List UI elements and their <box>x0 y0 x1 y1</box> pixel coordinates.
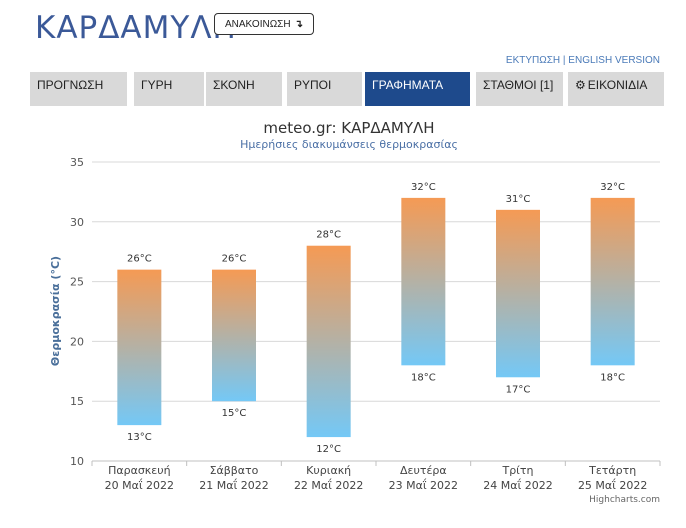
x-tick-day: Παρασκευή <box>108 464 171 477</box>
y-tick-label: 25 <box>70 276 84 289</box>
announcement-label: ΑΝΑΚΟΙΝΩΣΗ <box>225 19 291 30</box>
low-value-label: 18°C <box>411 372 436 383</box>
temperature-range-bar <box>212 269 256 402</box>
y-tick-label: 30 <box>70 216 84 229</box>
high-value-label: 31°C <box>506 194 531 205</box>
bar-series <box>117 197 635 438</box>
credits-label: Highcharts.com <box>589 495 660 505</box>
y-tick-label: 10 <box>70 455 84 468</box>
temperature-range-bar <box>590 197 635 366</box>
tab-icons[interactable]: ⚙ ΕΙΚΟΝΙΔΙΑ <box>568 72 664 106</box>
tab-pollen[interactable]: ΓΥΡΗ <box>134 72 204 106</box>
x-tick-day: Σάββατο <box>210 464 259 477</box>
x-tick-day: Τετάρτη <box>588 464 636 477</box>
tab-label: ΣΚΟΝΗ <box>213 78 255 92</box>
tab-pollutants[interactable]: ΡΥΠΟΙ <box>287 72 362 106</box>
tab-label: ΣΤΑΘΜΟΙ [1] <box>483 78 554 92</box>
page-title: ΚΑΡΔΑΜΥΛΗ <box>35 10 237 46</box>
x-tick-day: Δευτέρα <box>400 464 447 477</box>
print-link[interactable]: ΕΚΤΥΠΩΣΗ <box>505 55 561 66</box>
high-value-label: 32°C <box>600 182 625 193</box>
temperature-range-bar <box>401 197 446 366</box>
x-tick-date: 22 Μαΐ 2022 <box>294 478 363 492</box>
arrow-return-icon: ↴ <box>294 19 303 30</box>
chart-subtitle: Ημερήσιες διακυμάνσεις θερμοκρασίας <box>240 138 458 151</box>
announcement-button[interactable]: ΑΝΑΚΟΙΝΩΣΗ ↴ <box>214 13 314 35</box>
high-value-label: 26°C <box>127 254 152 265</box>
temperature-range-bar <box>306 245 351 438</box>
tab-label: ΓΥΡΗ <box>141 78 173 92</box>
temperature-range-bar <box>496 209 540 378</box>
grid-lines <box>92 161 660 462</box>
top-links: ΕΚΤΥΠΩΣΗ | ENGLISH VERSION <box>506 55 660 66</box>
x-tick-date: 21 Μαΐ 2022 <box>199 478 268 492</box>
low-value-label: 13°C <box>127 432 152 443</box>
tab-stations[interactable]: ΣΤΑΘΜΟΙ [1] <box>476 72 563 106</box>
low-value-label: 12°C <box>316 444 341 455</box>
tab-graphs[interactable]: ΓΡΑΦΗΜΑΤΑ <box>365 72 470 106</box>
tab-forecast[interactable]: ΠΡΟΓΝΩΣΗ <box>30 72 127 106</box>
high-value-label: 28°C <box>316 230 341 241</box>
x-tick-date: 23 Μαΐ 2022 <box>389 478 458 492</box>
tab-label: ΠΡΟΓΝΩΣΗ <box>37 78 104 92</box>
low-value-label: 18°C <box>600 372 625 383</box>
y-tick-label: 20 <box>70 335 84 348</box>
chart-title: meteo.gr: ΚΑΡΔΑΜΥΛΗ <box>263 119 434 137</box>
high-value-label: 32°C <box>411 182 436 193</box>
x-tick-day: Κυριακή <box>306 464 351 477</box>
x-tick-date: 25 Μαΐ 2022 <box>578 478 647 492</box>
temperature-range-bar <box>117 269 162 426</box>
link-separator: | <box>562 55 566 66</box>
tab-label: ΕΙΚΟΝΙΔΙΑ <box>587 78 648 92</box>
tab-label: ΡΥΠΟΙ <box>294 78 332 92</box>
high-value-label: 26°C <box>222 254 247 265</box>
data-labels: 26°C 13°C 26°C 15°C 28°C 12°C 32°C 18°C 31°C 17°C… <box>127 182 625 455</box>
x-tick-day: Τρίτη <box>501 464 533 477</box>
low-value-label: 17°C <box>506 384 531 395</box>
y-tick-label: 35 <box>70 156 84 169</box>
tab-label: ΓΡΑΦΗΜΑΤΑ <box>372 78 444 92</box>
low-value-label: 15°C <box>222 408 247 419</box>
y-axis-ticks: 10 15 20 25 30 35 <box>70 156 84 468</box>
x-tick-date: 24 Μαΐ 2022 <box>483 478 552 492</box>
english-version-link[interactable]: ENGLISH VERSION <box>568 55 660 66</box>
gear-icon: ⚙ <box>575 78 586 92</box>
tab-dust[interactable]: ΣΚΟΝΗ <box>206 72 282 106</box>
x-tick-date: 20 Μαΐ 2022 <box>105 478 174 492</box>
y-axis-label: Θερμοκρασία (°C) <box>49 256 62 366</box>
y-tick-label: 15 <box>70 395 84 408</box>
